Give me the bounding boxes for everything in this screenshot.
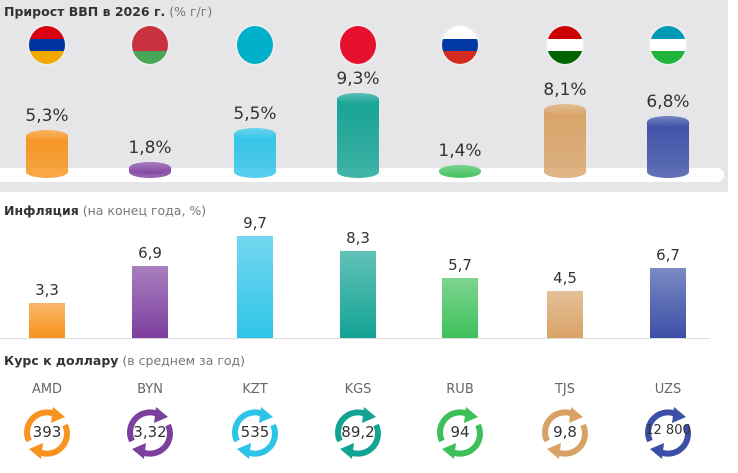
bar-cap [129,161,171,174]
inflation-bar [547,290,583,338]
gdp-bar [129,161,171,178]
gdp-bar [26,129,68,178]
gdp-bar [439,165,481,178]
exchange-cycle-icon [430,403,490,463]
currency-code: BYN [137,382,163,397]
gdp-label: 8,1% [543,80,587,101]
gdp-label: 5,5% [233,103,277,124]
bar-cap [26,129,68,142]
exchange-rate-value: 94 [450,423,470,441]
inflation-bar [237,236,273,338]
currency-code: AMD [31,382,63,397]
exchange-cycle-icon [17,403,77,463]
exchange-cycle-icon [328,403,388,463]
inflation-bar [132,265,168,338]
inflation-bar [442,278,478,338]
bar-cap [544,104,586,117]
exchange-rate-value: 89,2 [341,423,375,441]
inflation-label: 4,5 [553,268,577,287]
inflation-label: 3,3 [35,281,59,300]
gdp-bar [234,127,276,178]
tajikistan-flag [547,26,583,64]
inflation-bar [650,267,686,338]
russia-flag [442,26,478,64]
inflation-bar [340,250,376,338]
inflation-label: 6,7 [656,245,680,264]
inflation-bar [29,303,65,338]
exchange-rate-value: 9,8 [553,423,577,441]
exchange-rate-value: 393 [32,423,62,441]
bar-cap [647,116,689,129]
gdp-label: 1,8% [128,137,172,158]
gdp-bar [337,93,379,178]
inflation-label: 8,3 [346,228,370,247]
exchange-cycle-icon [225,403,285,463]
exchange-rate-value: 12 800 [645,423,691,438]
fx-title: Курс к доллару (в среднем за год) [4,353,246,368]
exchange-cycle-icon [638,403,698,463]
belarus-flag [132,26,168,64]
gdp-label: 1,4% [438,141,482,162]
kyrgyzstan-flag [340,26,376,64]
exchange-rate-value: 3,32 [133,423,167,441]
currency-code: KZT [242,382,268,397]
inflation-label: 6,9 [138,243,162,262]
exchange-cycle-icon [535,403,595,463]
exchange-rate-value: 535 [240,423,270,441]
inflation-title: Инфляция (на конец года, %) [4,203,207,218]
gdp-label: 9,3% [336,69,380,90]
inflation-baseline [0,338,710,339]
uzbekistan-flag [650,26,686,64]
gdp-label: 6,8% [646,92,690,113]
currency-code: TJS [554,382,576,397]
bar-cap [337,93,379,106]
gdp-bar [544,104,586,178]
currency-code: KGS [344,382,372,397]
inflation-label: 9,7 [243,214,267,233]
currency-code: UZS [654,382,682,397]
bar-cap [234,127,276,140]
exchange-cycle-icon [120,403,180,463]
gdp-label: 5,3% [25,105,69,126]
bar-cap [439,165,481,178]
armenia-flag [29,26,65,64]
gdp-title: Прирост ВВП в 2026 г. (% г/г) [4,4,213,19]
inflation-label: 5,7 [448,256,472,275]
gdp-bar [647,116,689,178]
kazakhstan-flag [237,26,273,64]
currency-code: RUB [446,382,474,397]
